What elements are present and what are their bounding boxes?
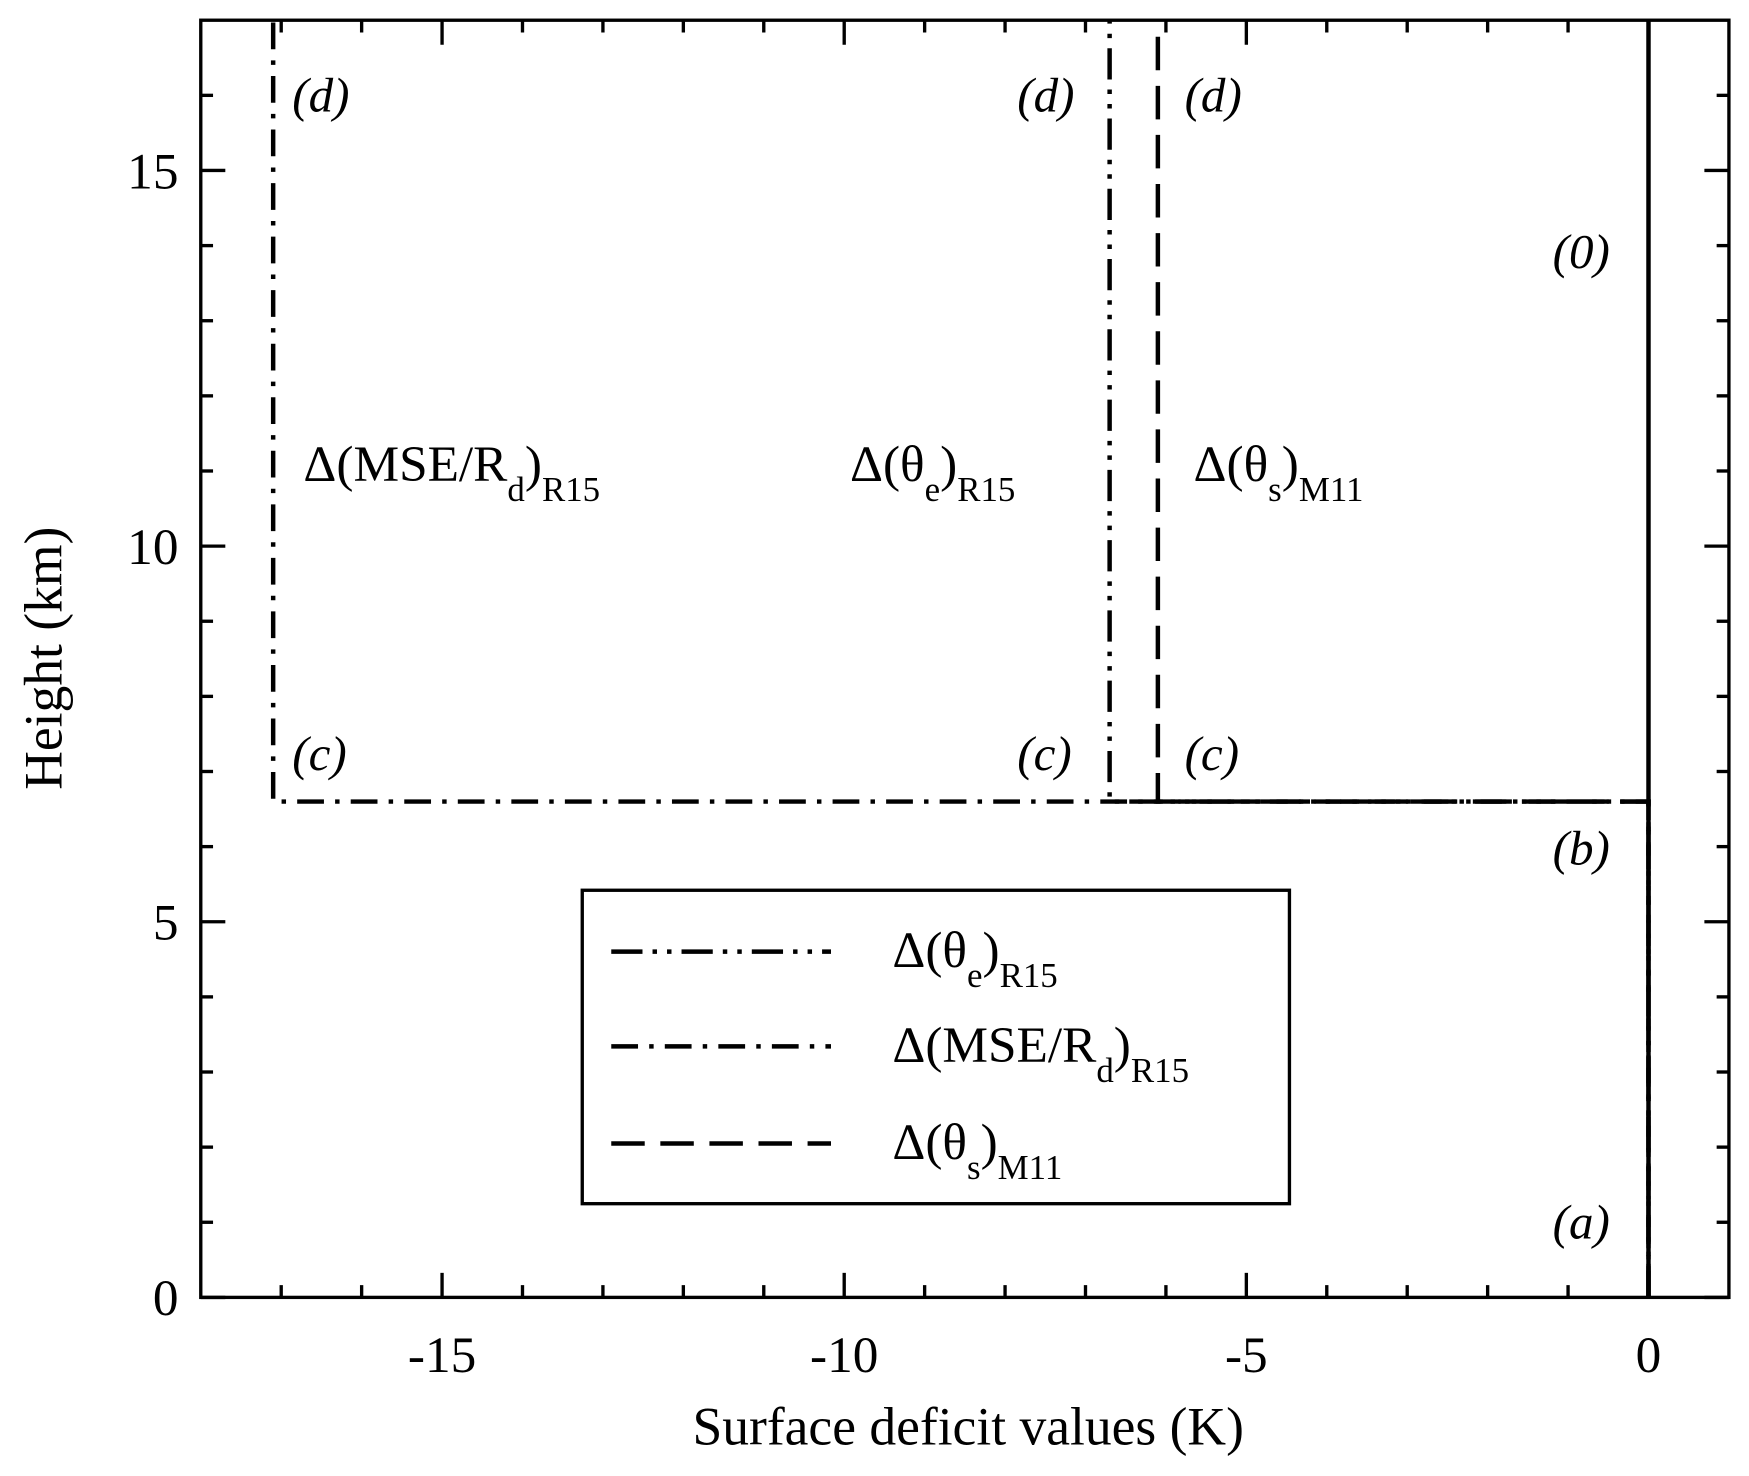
annotation: (c) [1017,726,1071,781]
annotation: (b) [1553,821,1610,876]
annotation: (a) [1553,1194,1610,1249]
label-part: s [1268,469,1282,508]
line-label: Δ(θs)M11 [1194,436,1364,509]
label-part: d [1096,1051,1114,1090]
series-line [1155,20,1651,1298]
label-part: R15 [1131,1051,1189,1090]
y-tick-label: 10 [127,519,178,576]
annotation: (c) [1185,726,1239,781]
x-axis-label: Surface deficit values (K) [692,1397,1243,1457]
label-part: Δ(θ [850,436,925,493]
label-part: M11 [1299,469,1364,508]
y-tick-label: 0 [153,1270,179,1327]
label-part: e [925,469,940,508]
annotation: (d) [292,68,349,123]
x-tick-label: 0 [1636,1327,1662,1384]
label-part: ) [940,436,957,493]
x-tick-label: -5 [1225,1327,1268,1384]
y-tick-label: 15 [127,143,178,200]
label-part: ) [525,436,542,493]
line-label: Δ(θe)R15 [850,436,1015,509]
x-tick-label: -15 [408,1327,476,1384]
legend-box [580,888,1292,1206]
label-part: ) [1114,1017,1131,1074]
annotation: (0) [1553,224,1610,279]
label-part: s [967,1148,981,1187]
label-part: M11 [998,1148,1063,1187]
line-label: Δ(MSE/Rd)R15 [303,436,600,509]
legend-label: Δ(θe)R15 [892,922,1057,994]
label-part: ) [982,922,999,979]
label-part: ) [1282,436,1299,493]
y-tick-label: 5 [153,895,179,952]
label-part: ) [981,1114,998,1171]
series-line [270,20,1651,1298]
label-part: Δ(θ [892,1114,967,1171]
label-part: Δ(θ [1194,436,1269,493]
label-part: Δ(MSE/R [303,436,508,493]
label-part: R15 [542,469,600,508]
annotation: (d) [1185,68,1242,123]
series-line [1107,20,1651,1298]
legend-label: Δ(θs)M11 [892,1114,1062,1187]
label-part: d [507,469,525,508]
x-tick-label: -10 [810,1327,878,1384]
annotation: (d) [1017,68,1074,123]
legend-label: Δ(MSE/Rd)R15 [892,1017,1189,1090]
label-part: Δ(MSE/R [892,1017,1097,1074]
annotation: (c) [292,726,346,781]
y-axis-label: Height (km) [13,527,73,790]
label-part: Δ(θ [892,922,967,979]
label-part: R15 [957,469,1015,508]
label-part: e [967,956,982,995]
label-part: R15 [1000,956,1058,995]
plot-frame [199,18,1731,1300]
